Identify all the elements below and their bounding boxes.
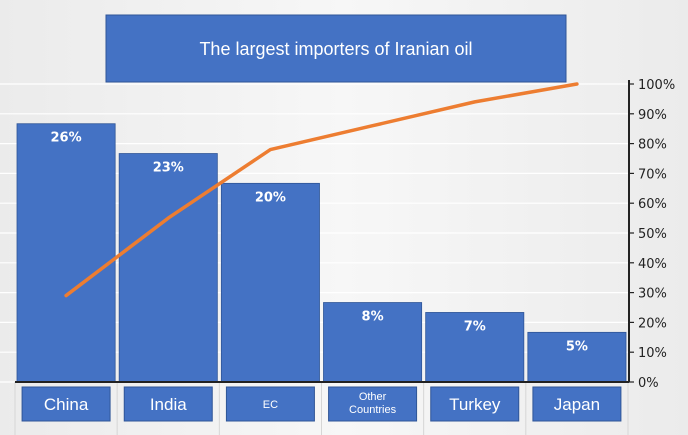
y-tick-label: 60%: [638, 197, 667, 212]
category-box: [328, 386, 418, 422]
bar-value-label: 5%: [566, 339, 588, 354]
category-box: [21, 386, 111, 422]
cumulative-line: [64, 82, 579, 298]
title-box: [105, 14, 567, 83]
category-box: [430, 386, 520, 422]
cumulative-line-group: [64, 82, 579, 298]
y-tick-label: 40%: [638, 257, 667, 272]
y-tick-label: 50%: [638, 227, 667, 242]
category-label: Turkey: [449, 395, 501, 414]
y-tick-label: 30%: [638, 287, 667, 302]
category-label: Japan: [554, 395, 600, 414]
bar: [220, 182, 320, 383]
category-label: EC: [263, 399, 278, 411]
bar-value-label: 8%: [362, 310, 384, 325]
bar: [425, 312, 525, 383]
right-axis: 0% 10% 20% 30% 40% 50% 60% 70% 80% 90% 100%: [15, 78, 675, 391]
bar: [323, 302, 423, 383]
category-label: China: [44, 395, 89, 414]
bar-value-label: 23%: [153, 161, 184, 176]
y-tick-label: 10%: [638, 346, 667, 361]
category-box: [225, 386, 315, 422]
bar-value-label: 26%: [51, 131, 82, 146]
y-tick-label: 100%: [638, 78, 675, 93]
y-tick-label: 20%: [638, 316, 667, 331]
bar-value-label: 20%: [255, 190, 286, 205]
bar-value-label: 7%: [464, 319, 486, 334]
y-tick-label: 0%: [638, 376, 659, 391]
category-label: India: [150, 395, 187, 414]
y-tick-label: 80%: [638, 138, 667, 153]
category-box: [123, 386, 213, 422]
bar: [16, 123, 116, 383]
bar: [527, 331, 627, 383]
category-labels: China India EC Other Countries Turkey Japan: [21, 386, 622, 422]
chart-title: The largest importers of Iranian oil: [199, 39, 472, 59]
category-box: [532, 386, 622, 422]
bars: 26% 23% 20% 8% 7% 5%: [16, 123, 627, 383]
bar: [118, 153, 218, 383]
y-tick-label: 90%: [638, 108, 667, 123]
y-tick-label: 70%: [638, 167, 667, 182]
category-label: Other Countries: [349, 391, 397, 416]
